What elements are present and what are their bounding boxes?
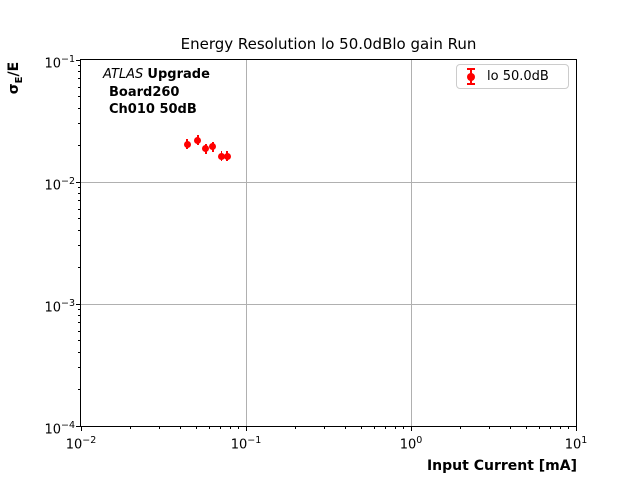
- x-minor-tick: [460, 427, 462, 429]
- x-minor-tick: [324, 427, 326, 429]
- x-minor-tick: [538, 427, 540, 429]
- x-minor-tick: [179, 427, 181, 429]
- x-minor-tick: [360, 427, 362, 429]
- annotation-block: ATLAS Upgrade Board260 Ch010 50dB: [103, 66, 210, 119]
- x-minor-tick: [344, 427, 346, 429]
- errorbar-dot: [467, 72, 475, 81]
- y-minor-tick: [78, 367, 80, 369]
- y-minor-tick: [78, 315, 80, 317]
- y-minor-tick: [78, 65, 80, 67]
- x-minor-tick: [130, 427, 132, 429]
- y-minor-tick: [78, 200, 80, 202]
- y-minor-tick: [78, 266, 80, 268]
- y-minor-tick: [78, 78, 80, 80]
- x-minor-tick: [559, 427, 561, 429]
- y-minor-tick: [78, 108, 80, 110]
- y-tick-label: 10−4: [44, 420, 75, 438]
- y-minor-tick: [78, 123, 80, 125]
- y-minor-tick: [78, 144, 80, 146]
- x-minor-tick: [402, 427, 404, 429]
- x-minor-tick: [394, 427, 396, 429]
- y-minor-tick: [78, 330, 80, 332]
- x-minor-tick: [219, 427, 221, 429]
- annotation-line-channel: Ch010 50dB: [109, 102, 197, 117]
- x-grid-line: [245, 60, 247, 426]
- y-minor-tick: [78, 245, 80, 247]
- x-minor-tick: [525, 427, 527, 429]
- y-axis-label-sigma: σ: [6, 83, 22, 95]
- legend-entry-label: lo 50.0dB: [487, 69, 549, 84]
- experiment-label: Upgrade: [147, 67, 210, 82]
- y-minor-tick: [78, 218, 80, 220]
- legend-box: lo 50.0dB: [456, 64, 569, 89]
- y-grid-line: [81, 181, 576, 183]
- x-tick-label: 10−2: [65, 435, 97, 453]
- annotation-line-board: Board260: [109, 84, 180, 100]
- errorbar-marker-icon: [466, 68, 476, 85]
- y-grid-line: [81, 303, 576, 305]
- experiment-name: ATLAS: [103, 67, 144, 82]
- y-tick-label: 10−2: [44, 176, 75, 194]
- y-major-tick: [76, 303, 80, 305]
- y-minor-tick: [78, 193, 80, 195]
- errorbar-cap-bottom: [467, 83, 475, 85]
- y-minor-tick: [78, 208, 80, 210]
- x-minor-tick: [549, 427, 551, 429]
- x-major-tick: [245, 427, 247, 431]
- y-tick-label: 10−1: [44, 54, 75, 72]
- x-minor-tick: [195, 427, 197, 429]
- y-major-tick: [76, 425, 80, 427]
- x-grid-line: [410, 60, 412, 426]
- y-major-tick: [76, 59, 80, 61]
- y-major-tick: [76, 181, 80, 183]
- data-point: [202, 145, 210, 153]
- x-minor-tick: [384, 427, 386, 429]
- x-minor-tick: [489, 427, 491, 429]
- y-axis-label: σE/E: [6, 32, 25, 124]
- y-minor-tick: [78, 322, 80, 324]
- data-point: [223, 152, 231, 160]
- x-major-tick: [410, 427, 412, 431]
- x-minor-tick: [373, 427, 375, 429]
- y-minor-tick: [78, 388, 80, 390]
- x-tick-label: 101: [564, 435, 588, 453]
- x-minor-tick: [509, 427, 511, 429]
- y-minor-tick: [78, 230, 80, 232]
- x-major-tick: [575, 427, 577, 431]
- y-minor-tick: [78, 86, 80, 88]
- y-minor-tick: [78, 340, 80, 342]
- x-axis-label: Input Current [mA]: [426, 458, 577, 474]
- y-axis-label-subscript: E: [13, 76, 25, 84]
- x-minor-tick: [567, 427, 569, 429]
- errorbar-cap-top: [467, 68, 475, 70]
- x-tick-label: 100: [399, 435, 423, 453]
- y-tick-label: 10−3: [44, 298, 75, 316]
- y-minor-tick: [78, 71, 80, 73]
- x-minor-tick: [237, 427, 239, 429]
- plot-area: ATLAS Upgrade Board260 Ch010 50dB lo 50.…: [44, 54, 587, 452]
- x-minor-tick: [229, 427, 231, 429]
- y-minor-tick: [78, 309, 80, 311]
- chart-title: Energy Resolution lo 50.0dBlo gain Run: [180, 35, 477, 53]
- x-minor-tick: [159, 427, 161, 429]
- x-major-tick: [80, 427, 82, 431]
- y-minor-tick: [78, 352, 80, 354]
- x-tick-label: 10−1: [230, 435, 262, 453]
- y-axis-label-rest: /E: [6, 61, 22, 77]
- x-minor-tick: [208, 427, 210, 429]
- x-minor-tick: [295, 427, 297, 429]
- y-minor-tick: [78, 96, 80, 98]
- data-point: [209, 143, 217, 151]
- data-point: [183, 140, 191, 148]
- annotation-line-experiment: ATLAS Upgrade: [103, 66, 210, 84]
- data-point: [194, 136, 202, 144]
- y-minor-tick: [78, 187, 80, 189]
- data-point: [217, 152, 225, 160]
